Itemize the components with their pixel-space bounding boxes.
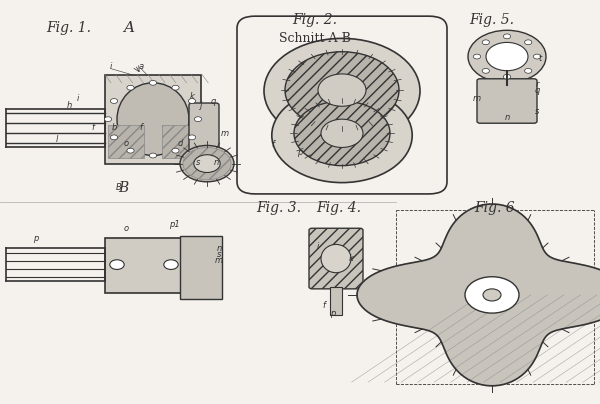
- Polygon shape: [357, 204, 600, 386]
- Circle shape: [127, 85, 134, 90]
- Circle shape: [533, 54, 541, 59]
- Circle shape: [180, 145, 234, 182]
- Text: n: n: [214, 158, 218, 167]
- Text: Fig. 4.: Fig. 4.: [317, 201, 361, 215]
- Text: p: p: [34, 234, 38, 243]
- Text: Fig. 3.: Fig. 3.: [257, 201, 302, 215]
- Bar: [162, 125, 198, 158]
- Text: p: p: [331, 309, 335, 318]
- Circle shape: [149, 153, 157, 158]
- Text: p: p: [298, 148, 302, 157]
- Ellipse shape: [117, 83, 189, 156]
- Text: f: f: [271, 140, 275, 149]
- Text: i: i: [317, 242, 319, 251]
- Bar: [330, 287, 342, 315]
- Text: p1: p1: [169, 220, 179, 229]
- Circle shape: [172, 148, 179, 153]
- Text: t: t: [538, 54, 542, 63]
- Text: d: d: [178, 139, 182, 148]
- Text: Fig. 1.: Fig. 1.: [47, 21, 91, 35]
- Circle shape: [110, 99, 118, 103]
- Text: Fig. 6: Fig. 6: [475, 201, 515, 215]
- Text: s: s: [535, 107, 539, 116]
- Text: i: i: [110, 62, 112, 71]
- Circle shape: [104, 117, 112, 122]
- Text: m: m: [473, 95, 481, 103]
- Circle shape: [127, 148, 134, 153]
- Text: s: s: [196, 158, 200, 167]
- Circle shape: [486, 42, 528, 71]
- Text: Schnitt A-B: Schnitt A-B: [279, 32, 351, 45]
- Circle shape: [503, 34, 511, 39]
- Circle shape: [465, 277, 519, 313]
- Text: n: n: [505, 113, 509, 122]
- Text: m: m: [215, 256, 223, 265]
- Text: q: q: [535, 86, 539, 95]
- Circle shape: [164, 260, 178, 269]
- Circle shape: [272, 88, 412, 183]
- Circle shape: [172, 85, 179, 90]
- Bar: [105, 75, 201, 164]
- Circle shape: [294, 101, 390, 166]
- Text: o: o: [124, 224, 128, 233]
- Circle shape: [473, 54, 481, 59]
- Circle shape: [321, 119, 363, 147]
- Circle shape: [188, 135, 196, 140]
- Text: j: j: [200, 101, 202, 109]
- Circle shape: [483, 289, 501, 301]
- Text: f: f: [323, 301, 325, 309]
- Circle shape: [264, 38, 420, 143]
- Text: s: s: [217, 250, 221, 259]
- Circle shape: [110, 260, 124, 269]
- Circle shape: [468, 30, 546, 83]
- Circle shape: [482, 40, 490, 45]
- Text: l: l: [56, 135, 58, 144]
- Text: B: B: [116, 183, 122, 192]
- FancyBboxPatch shape: [477, 79, 537, 123]
- Text: B: B: [118, 181, 128, 195]
- Circle shape: [194, 117, 202, 122]
- Circle shape: [110, 135, 118, 140]
- Text: f: f: [139, 123, 143, 132]
- Circle shape: [503, 74, 511, 79]
- Circle shape: [194, 155, 220, 173]
- Text: a: a: [139, 62, 143, 71]
- Text: m: m: [221, 129, 229, 138]
- Circle shape: [524, 68, 532, 73]
- Circle shape: [149, 80, 157, 85]
- Text: i: i: [77, 95, 79, 103]
- Text: Fig. 5.: Fig. 5.: [469, 13, 515, 27]
- Circle shape: [285, 52, 399, 128]
- Bar: [105, 238, 189, 293]
- Bar: [180, 236, 222, 299]
- Text: o: o: [124, 139, 128, 148]
- Text: b: b: [112, 123, 116, 132]
- Text: k: k: [190, 93, 194, 101]
- Circle shape: [188, 99, 196, 103]
- Text: Fig. 2.: Fig. 2.: [293, 13, 337, 27]
- Circle shape: [524, 40, 532, 45]
- Text: r: r: [535, 80, 539, 89]
- Bar: [108, 125, 144, 158]
- Circle shape: [482, 68, 490, 73]
- Text: n: n: [217, 244, 221, 253]
- Text: q: q: [211, 97, 215, 105]
- Text: f: f: [91, 123, 95, 132]
- Ellipse shape: [321, 244, 351, 273]
- FancyBboxPatch shape: [189, 103, 219, 164]
- Text: A: A: [124, 21, 134, 35]
- Text: h: h: [67, 101, 71, 109]
- FancyBboxPatch shape: [309, 228, 363, 289]
- Circle shape: [318, 74, 366, 106]
- Text: k: k: [349, 254, 353, 263]
- Circle shape: [183, 147, 231, 180]
